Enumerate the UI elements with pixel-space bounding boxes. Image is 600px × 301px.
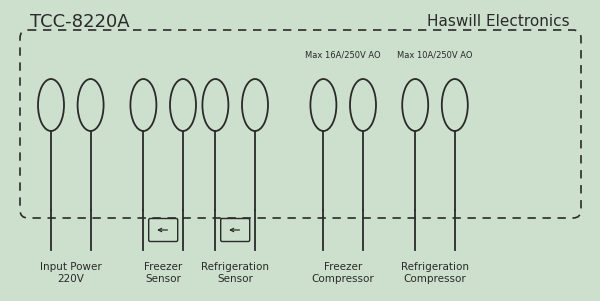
Text: Freezer
Sensor: Freezer Sensor — [144, 262, 182, 284]
FancyBboxPatch shape — [221, 219, 250, 241]
Text: Refrigeration
Compressor: Refrigeration Compressor — [401, 262, 469, 284]
FancyBboxPatch shape — [149, 219, 178, 241]
Text: Freezer
Compressor: Freezer Compressor — [312, 262, 374, 284]
Text: Refrigeration
Sensor: Refrigeration Sensor — [201, 262, 269, 284]
Text: Max 16A/250V AO: Max 16A/250V AO — [305, 51, 381, 60]
Text: Haswill Electronics: Haswill Electronics — [427, 14, 570, 29]
Text: Input Power
220V: Input Power 220V — [40, 262, 101, 284]
Text: Max 10A/250V AO: Max 10A/250V AO — [397, 51, 473, 60]
Text: TCC-8220A: TCC-8220A — [30, 13, 130, 31]
